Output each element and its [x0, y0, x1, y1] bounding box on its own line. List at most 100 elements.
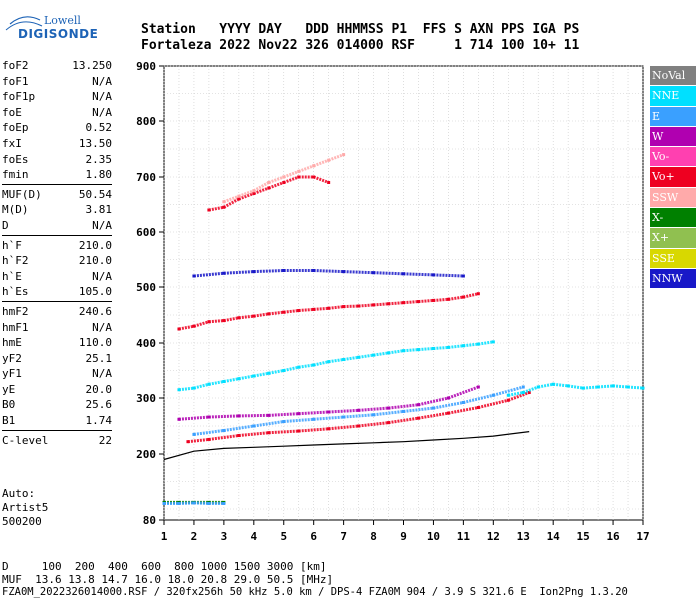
series-trace-7 [223, 194, 240, 204]
param-key: yE [2, 382, 16, 396]
series-trace-4 [448, 295, 464, 301]
series-trace-8 [508, 391, 524, 397]
x-tick-label: 6 [310, 530, 317, 543]
param-row: C-level 22 [2, 433, 112, 449]
param-value: N/A [92, 105, 112, 119]
series-trace-3 [193, 382, 210, 390]
series-trace-8 [583, 385, 599, 390]
param-row: foE N/A [2, 105, 112, 121]
series-trace-3 [238, 374, 255, 381]
series-trace-6 [238, 192, 255, 201]
legend-item-vo: Vo- [650, 147, 696, 168]
series-trace-8 [553, 382, 569, 388]
y-tick-label: 400 [136, 337, 156, 350]
series-trace-0 [238, 431, 269, 438]
series-trace-4 [433, 297, 449, 302]
series-trace-6 [283, 175, 300, 184]
param-separator [2, 300, 112, 302]
series-trace-3 [283, 365, 300, 372]
profile-line [163, 431, 530, 461]
series-trace-3 [313, 360, 329, 367]
param-row: h`E N/A [2, 269, 112, 285]
legend-item-x: X- [650, 208, 696, 229]
param-value: N/A [92, 218, 112, 232]
series-trace-4 [328, 305, 344, 310]
series-trace-5 [343, 270, 374, 275]
param-key: foF2 [2, 59, 29, 72]
series-trace-3 [253, 371, 270, 378]
ionogram-chart: 1 2 3 4 5 6 7 8 9 10 11 12 13 14 15 16 17802003004005006… [136, 60, 650, 543]
series-trace-1 [223, 424, 255, 432]
series-trace-1 [313, 415, 344, 421]
x-tick-label: 15 [577, 530, 590, 543]
series-trace-7 [238, 189, 255, 198]
series-trace-4 [178, 324, 195, 331]
series-trace-0 [507, 391, 530, 402]
series-trace-2 [268, 412, 299, 417]
series-trace-1 [492, 385, 524, 397]
param-key: h`E [2, 269, 22, 283]
param-value: 105.0 [78, 285, 112, 299]
param-row: B0 25.6 [2, 397, 112, 413]
parameter-table: foF2 13.250 foF1 N/A foF1p N/A foE N/A foEp 0.52 f… [2, 58, 112, 448]
series-trace-2 [238, 413, 269, 418]
y-tick-label: 300 [136, 392, 156, 405]
param-value: 20.0 [85, 382, 113, 396]
param-key: fmin [2, 168, 29, 182]
series-trace-3 [178, 386, 195, 392]
param-row: D N/A [2, 218, 112, 234]
series-trace-6 [313, 175, 330, 184]
legend-item-nne: NNE [650, 86, 696, 107]
series-trace-3 [343, 355, 359, 361]
legend-item-sse: SSE [650, 248, 696, 269]
series-trace-2 [388, 403, 419, 410]
param-key: M(D) [2, 203, 29, 217]
series-trace-6 [208, 205, 225, 212]
series-trace-0 [448, 406, 479, 415]
param-key: foEp [2, 121, 29, 135]
param-row: yF2 25.1 [2, 351, 112, 367]
y-tick-label: 600 [136, 226, 156, 239]
series-trace-10 [178, 501, 194, 505]
logo-waves-icon [5, 16, 43, 31]
series-trace-0 [328, 424, 359, 431]
param-value: 3.81 [85, 203, 113, 217]
param-value: 210.0 [78, 254, 112, 268]
series-trace-3 [478, 340, 494, 346]
series-trace-8 [597, 384, 614, 389]
series-trace-3 [433, 345, 449, 350]
param-value: N/A [92, 367, 112, 381]
x-tick-label: 1 [161, 530, 168, 543]
series-trace-0 [358, 421, 389, 428]
x-tick-label: 13 [517, 530, 530, 543]
param-key: foF1p [2, 90, 36, 104]
param-value: 1.80 [85, 168, 113, 182]
series-trace-2 [298, 410, 329, 416]
param-row: yE 20.0 [2, 382, 112, 398]
param-row: h`F2 210.0 [2, 253, 112, 269]
legend-item-ssw: SSW [650, 187, 696, 209]
digisonde-logo: Lowell DIGISONDE [4, 6, 124, 46]
param-value: 240.6 [78, 304, 112, 318]
series-trace-1 [463, 393, 494, 404]
series-trace-5 [313, 269, 344, 274]
series-trace-3 [388, 349, 404, 355]
series-trace-0 [388, 416, 419, 425]
series-trace-8 [627, 385, 644, 390]
header-line2: Fortaleza 2022 Nov22 326 014000 RSF 1 71… [141, 38, 580, 53]
param-value: N/A [92, 90, 112, 104]
series-trace-1 [253, 420, 284, 428]
param-key: hmF1 [2, 320, 29, 334]
legend: NoVal NNE E W Vo- Vo+ SSW X- X+ SSE NNW [650, 66, 696, 290]
plot-frame [163, 65, 644, 521]
series-trace-3 [328, 358, 344, 364]
param-key: B1 [2, 414, 16, 428]
param-separator [2, 183, 112, 185]
series-trace-2 [328, 408, 359, 414]
x-tick-label: 7 [340, 530, 347, 543]
param-key: h`F2 [2, 254, 29, 268]
legend-item-vo: Vo+ [650, 167, 696, 188]
series-trace-4 [313, 306, 329, 311]
series-trace-7 [268, 175, 285, 184]
series-trace-3 [418, 347, 434, 352]
